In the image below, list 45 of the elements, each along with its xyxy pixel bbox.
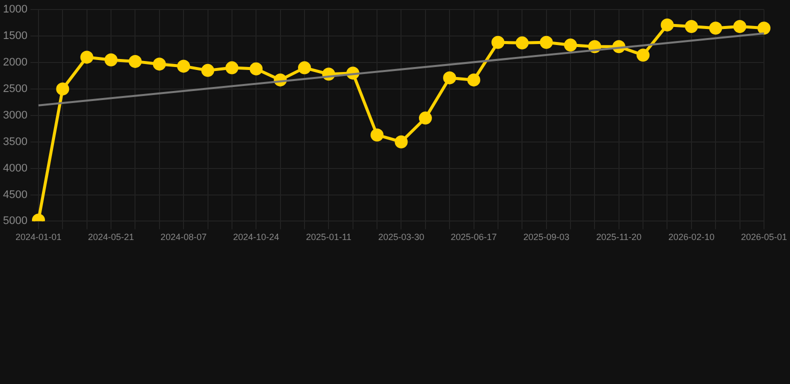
x-tick-label: 2024-08-07 [160,232,207,242]
point [564,38,578,52]
x-tick-label: 2024-10-24 [233,232,280,242]
x-tick-label: 2025-09-03 [523,232,570,242]
point [540,36,553,49]
point [80,50,94,64]
y-tick-label: 4000 [2,162,28,174]
x-tick-label: 2024-05-21 [88,232,134,242]
point [394,135,408,148]
point [491,36,504,49]
point [152,58,166,71]
point [104,53,118,66]
point [250,62,263,76]
x-tick-label: 2025-06-17 [450,232,497,242]
y-tick-label: 1500 [2,30,28,42]
x-tick-label: 2026-02-10 [668,232,714,242]
point [516,36,529,50]
x-tick-label: 2025-01-11 [306,232,352,242]
point [709,22,722,35]
y-tick-label: 2000 [2,56,28,69]
point [757,22,770,35]
point [128,54,142,68]
y-tick-label: 4500 [2,188,28,201]
point [418,112,432,125]
x-tick-label: 2025-03-30 [378,232,424,242]
point [684,20,698,34]
x-tick-label: 2025-11-20 [596,232,642,242]
y-tick-label: 3500 [2,136,28,148]
point [443,71,456,84]
point [225,61,238,74]
x-tick-label: 2024-01-01 [15,232,62,242]
x-tick-label: 2026-05-01 [740,232,788,242]
y-tick-label: 2500 [2,82,28,95]
y-tick-label: 5000 [2,215,28,228]
point [636,48,650,62]
point [370,128,384,142]
point [177,60,190,73]
point [56,82,70,96]
y-tick-label: 1000 [2,4,28,16]
y-tick-label: 3000 [2,109,28,122]
point [660,18,674,32]
point [201,64,214,77]
point [733,20,746,34]
point [467,73,480,86]
point [298,61,311,74]
